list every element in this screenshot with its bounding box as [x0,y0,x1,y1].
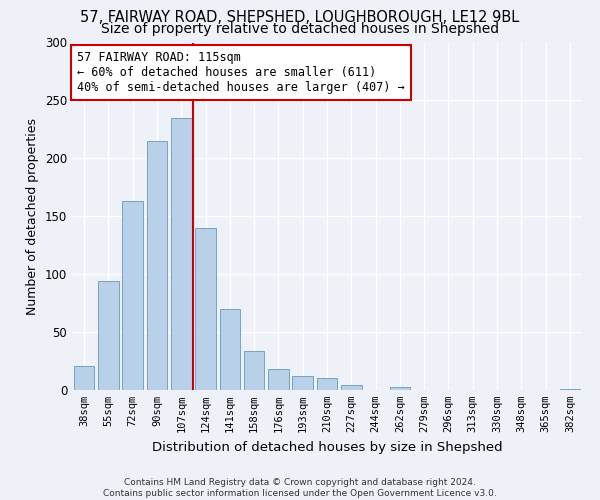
Bar [560,389,580,390]
Bar [292,376,313,390]
Bar [74,366,94,390]
Y-axis label: Number of detached properties: Number of detached properties [26,118,40,315]
Bar [195,228,216,390]
Text: Contains HM Land Registry data © Crown copyright and database right 2024.
Contai: Contains HM Land Registry data © Crown c… [103,478,497,498]
Bar [317,378,337,390]
Text: Size of property relative to detached houses in Shepshed: Size of property relative to detached ho… [101,22,499,36]
Text: 57 FAIRWAY ROAD: 115sqm
← 60% of detached houses are smaller (611)
40% of semi-d: 57 FAIRWAY ROAD: 115sqm ← 60% of detache… [77,51,405,94]
Bar [98,281,119,390]
Bar [268,369,289,390]
Bar [146,141,167,390]
X-axis label: Distribution of detached houses by size in Shepshed: Distribution of detached houses by size … [152,440,502,454]
Bar [341,386,362,390]
Bar [389,386,410,390]
Text: 57, FAIRWAY ROAD, SHEPSHED, LOUGHBOROUGH, LE12 9BL: 57, FAIRWAY ROAD, SHEPSHED, LOUGHBOROUGH… [80,10,520,25]
Bar [122,201,143,390]
Bar [171,118,191,390]
Bar [244,350,265,390]
Bar [220,309,240,390]
